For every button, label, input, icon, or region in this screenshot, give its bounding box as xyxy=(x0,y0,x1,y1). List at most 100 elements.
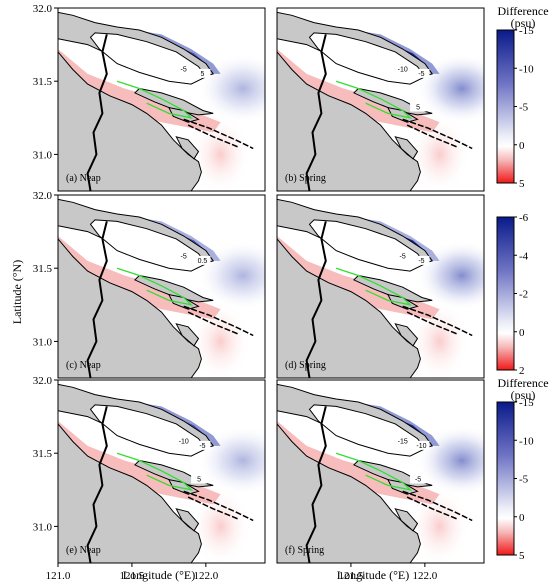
colorbar-tick-label: 0 xyxy=(519,512,525,524)
y-tick-label: 31.5 xyxy=(33,76,53,88)
colorbar-tick-label: -4 xyxy=(519,250,529,262)
salinity-contour xyxy=(116,267,194,306)
panel-1: -10 -5 5 (b) Spring xyxy=(276,7,485,192)
shoal xyxy=(175,323,200,347)
colorbar-ramp xyxy=(496,216,515,371)
contour-label: 5 xyxy=(197,477,201,484)
colorbar-tick-label: 2 xyxy=(519,365,525,377)
jetty-north xyxy=(402,118,473,150)
y-tick-label: 31.5 xyxy=(33,263,53,275)
contour-label: -5 xyxy=(199,443,205,450)
colorbar-1: -6 -4 -2 0 2 xyxy=(496,212,529,377)
colorbar-tick-label: 5 xyxy=(519,178,525,190)
coastline xyxy=(86,34,108,191)
shoal xyxy=(175,136,200,160)
coastline xyxy=(86,406,108,563)
colorbar-0: Difference(psu)-15 -10 -5 0 5 xyxy=(496,4,549,190)
contour-label-bg xyxy=(394,436,411,446)
contour-label: -5 xyxy=(415,477,421,484)
contour-label: 5 xyxy=(201,71,205,78)
contour-label-bg xyxy=(413,255,430,265)
panel-map: -5 -5 xyxy=(277,195,484,378)
panel-frame xyxy=(57,7,266,192)
jetty-south xyxy=(406,311,458,335)
panel-label: (c) Neap xyxy=(66,360,101,371)
contour-label-bg xyxy=(191,474,208,484)
contour-label-bg xyxy=(175,64,192,74)
jetty-south xyxy=(187,311,239,335)
panel-3: -5 -5 (d) Spring xyxy=(276,194,485,379)
contour-label-bg xyxy=(410,474,427,484)
y-tick-label: 31.0 xyxy=(33,336,53,348)
colorbar-tick-label: -15 xyxy=(519,397,534,409)
colorbar-tick-label: -6 xyxy=(519,212,529,224)
y-tick-label: 32.0 xyxy=(33,190,53,202)
contour-label-bg xyxy=(410,102,427,112)
y-tick-label: 31.5 xyxy=(33,448,53,460)
x-tick-label: 121.5 xyxy=(120,570,145,582)
land-south xyxy=(277,423,421,563)
y-tick-label: 32.0 xyxy=(33,3,53,15)
land-south xyxy=(58,51,202,191)
salinity-contour xyxy=(116,452,194,491)
colorbar-tick-label: -5 xyxy=(519,474,529,486)
jetty-south xyxy=(406,124,458,148)
salinity-contour xyxy=(335,80,413,119)
salinity-contour xyxy=(116,80,194,119)
shoal xyxy=(175,508,200,532)
jetty-north xyxy=(183,305,254,337)
colorbar-tick-label: -15 xyxy=(519,25,534,37)
panel-label: (e) Neap xyxy=(66,545,101,556)
contour-label-bg xyxy=(194,68,211,78)
colorbar-unit: (psu) xyxy=(511,388,536,402)
x-tick-label: 122.0 xyxy=(412,570,437,582)
x-ticks: 121.0 121.5 122.0 121.5 122.0 xyxy=(46,563,438,582)
hengsha-island xyxy=(167,478,200,495)
panel-map: -15 -10 -5 xyxy=(277,380,484,563)
coastline xyxy=(305,406,327,563)
hengsha-island xyxy=(167,106,200,123)
panel-map: -10 -5 5 xyxy=(58,380,265,563)
x-axis-label-left: Longitude (°E) xyxy=(123,568,195,582)
coastline xyxy=(305,34,327,191)
contour-label: -10 xyxy=(416,443,426,450)
land-south xyxy=(277,51,421,191)
jetty-south xyxy=(187,496,239,520)
land-south xyxy=(58,423,202,563)
x-tick-label: 122.0 xyxy=(193,570,218,582)
contour-label: -10 xyxy=(398,66,408,73)
jetty-north xyxy=(402,490,473,522)
panel-frame xyxy=(276,379,485,564)
panel-label: (d) Spring xyxy=(285,360,326,371)
colorbar-title: Difference xyxy=(497,4,548,18)
contour-label: -5 xyxy=(400,253,406,260)
y-tick-label: 32.0 xyxy=(33,375,53,387)
contour-label: -15 xyxy=(398,438,408,445)
panel-4: -10 -5 5 (e) Neap 32.0 31.5 31.0 xyxy=(33,375,266,564)
colorbar-tick-label: -10 xyxy=(519,63,534,75)
contour-label-bg xyxy=(194,255,211,265)
colorbar-ramp xyxy=(496,401,515,556)
colorbar-tick-label: -2 xyxy=(519,289,528,301)
shoal xyxy=(394,323,419,347)
colorbar-tick-label: 5 xyxy=(519,550,525,562)
contour-label: -10 xyxy=(179,438,189,445)
panel-map: -5 5 xyxy=(58,8,265,191)
panel-frame xyxy=(57,194,266,379)
contour-label-bg xyxy=(394,64,411,74)
y-axis-label: Latitude (°N) xyxy=(10,260,24,324)
land-south xyxy=(58,238,202,378)
y-tick-label: 31.0 xyxy=(33,149,53,161)
colorbar-tick-label: 0 xyxy=(519,327,525,339)
x-tick-label: 121.5 xyxy=(339,570,364,582)
panel-frame xyxy=(276,7,485,192)
hengsha-island xyxy=(386,106,419,123)
salinity-contour xyxy=(335,267,413,306)
coastline xyxy=(305,221,327,378)
contour-label-bg xyxy=(194,440,211,450)
contour-label: 0.5 xyxy=(198,258,208,265)
colorbar-tick-label: -10 xyxy=(519,435,534,447)
x-axis-label-right: Longitude (°E) xyxy=(337,568,409,582)
hengsha-island xyxy=(386,293,419,310)
